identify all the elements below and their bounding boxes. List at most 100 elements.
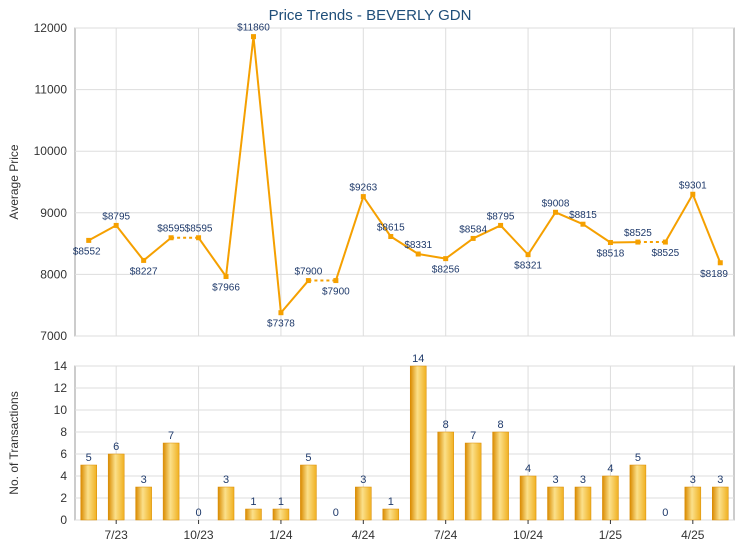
price-data-label: $8615	[377, 223, 405, 234]
transactions-bar	[300, 464, 317, 521]
transactions-bar-label: 0	[196, 507, 202, 519]
price-y-tick-label: 8000	[40, 267, 67, 281]
price-data-label: $11860	[237, 23, 270, 34]
price-data-point	[443, 256, 449, 262]
price-data-point	[113, 222, 119, 228]
price-line-segment	[197, 237, 227, 278]
price-data-label: $9263	[349, 183, 377, 194]
price-data-label: $9301	[679, 180, 707, 191]
transactions-bar-label: 1	[388, 496, 394, 508]
transactions-bar-label: 3	[360, 474, 366, 486]
price-line-segment	[527, 211, 557, 256]
transactions-bar-label: 5	[635, 452, 641, 464]
price-data-label: $8331	[404, 240, 432, 251]
transactions-bar	[437, 431, 454, 521]
transactions-bar-label: 1	[278, 496, 284, 508]
transactions-bar-label: 3	[552, 474, 558, 486]
price-line-segment	[280, 279, 310, 314]
transactions-y-tick-label: 14	[54, 359, 68, 373]
x-axis-tick-label: 7/24	[434, 528, 458, 542]
price-data-label: $8595	[157, 224, 185, 235]
transactions-bar	[107, 453, 125, 521]
transactions-bar-label: 3	[223, 474, 229, 486]
price-data-point	[470, 235, 476, 241]
transactions-bar-label: 0	[662, 507, 668, 519]
transactions-bar	[217, 486, 235, 521]
transactions-bar-label: 5	[86, 452, 92, 464]
price-plot-frame	[74, 27, 735, 337]
price-line-segment	[664, 193, 694, 243]
x-axis-tick-label: 1/24	[269, 528, 293, 542]
transactions-bar	[574, 486, 592, 521]
price-data-label: $7900	[322, 287, 350, 298]
transactions-bar-label: 4	[525, 463, 531, 475]
price-y-tick-label: 10000	[34, 144, 68, 158]
transactions-y-axis-label: No. of Transactions	[7, 391, 21, 494]
chart-title: Price Trends - BEVERLY GDN	[268, 7, 472, 24]
price-line-segment	[555, 211, 584, 226]
price-y-tick-label: 12000	[34, 21, 68, 35]
price-data-point	[223, 273, 229, 279]
transactions-bar-label: 3	[690, 474, 696, 486]
price-line-segment	[115, 224, 145, 262]
price-data-label: $8189	[700, 269, 728, 280]
price-data-label: $8525	[651, 248, 679, 259]
price-line-segment	[252, 36, 282, 313]
transactions-bar	[162, 442, 180, 521]
price-line-segment	[582, 223, 611, 244]
transactions-plot-frame	[74, 365, 735, 521]
price-data-point	[525, 252, 531, 258]
transactions-y-tick-label: 10	[54, 403, 68, 417]
transactions-bar	[519, 475, 537, 521]
price-data-point	[196, 235, 202, 241]
transactions-bar	[409, 365, 427, 521]
price-line-segment	[88, 224, 117, 242]
price-data-label: $8518	[597, 248, 625, 259]
transactions-bar	[272, 508, 290, 521]
price-line-segment	[499, 224, 529, 256]
price-data-point	[250, 34, 256, 40]
price-data-point	[141, 257, 147, 263]
price-data-label: $7900	[294, 267, 322, 278]
transactions-bar-label: 3	[141, 474, 147, 486]
price-data-label: $8525	[624, 228, 652, 239]
price-line-segment	[225, 36, 255, 277]
transactions-bar	[547, 486, 564, 521]
price-data-label: $8321	[514, 261, 542, 272]
price-data-label: $8815	[569, 210, 597, 221]
x-axis-tick-label: 4/24	[352, 528, 376, 542]
transactions-bar	[80, 464, 97, 521]
price-data-label: $8795	[487, 211, 515, 222]
transactions-bar	[135, 486, 152, 521]
transactions-bar	[382, 508, 400, 521]
price-data-point	[662, 239, 668, 245]
price-data-label: $7966	[212, 282, 240, 293]
price-line-segment	[472, 224, 502, 240]
price-data-label: $8795	[102, 211, 130, 222]
transactions-bar-label: 3	[717, 474, 723, 486]
price-line-segment	[334, 196, 365, 281]
transactions-y-tick-label: 4	[60, 469, 67, 483]
price-data-point	[305, 278, 311, 284]
price-data-point	[415, 251, 421, 257]
transactions-bar-label: 7	[470, 430, 476, 442]
transactions-bar	[602, 475, 619, 521]
transactions-bar	[492, 431, 509, 521]
price-y-tick-label: 11000	[35, 83, 68, 97]
price-data-point	[360, 194, 366, 200]
transactions-bar-label: 7	[168, 430, 174, 442]
transactions-bar	[245, 508, 262, 521]
price-data-label: $9008	[542, 198, 570, 209]
price-data-label: $8227	[130, 266, 158, 277]
price-data-point	[388, 234, 394, 240]
transactions-bar-label: 8	[498, 419, 504, 431]
price-line-segment	[691, 193, 722, 264]
transactions-bar-label: 4	[607, 463, 613, 475]
price-data-point	[580, 221, 586, 227]
transactions-y-tick-label: 0	[60, 513, 67, 527]
price-y-axis-label: Average Price	[7, 144, 21, 219]
x-axis-tick-label: 7/23	[105, 528, 129, 542]
price-data-point	[168, 235, 174, 241]
